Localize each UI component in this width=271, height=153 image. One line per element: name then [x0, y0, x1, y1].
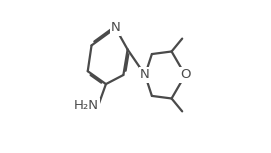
Text: O: O	[180, 69, 191, 82]
Text: N: N	[140, 69, 150, 82]
Text: N: N	[111, 21, 120, 34]
Text: H₂N: H₂N	[74, 99, 99, 112]
